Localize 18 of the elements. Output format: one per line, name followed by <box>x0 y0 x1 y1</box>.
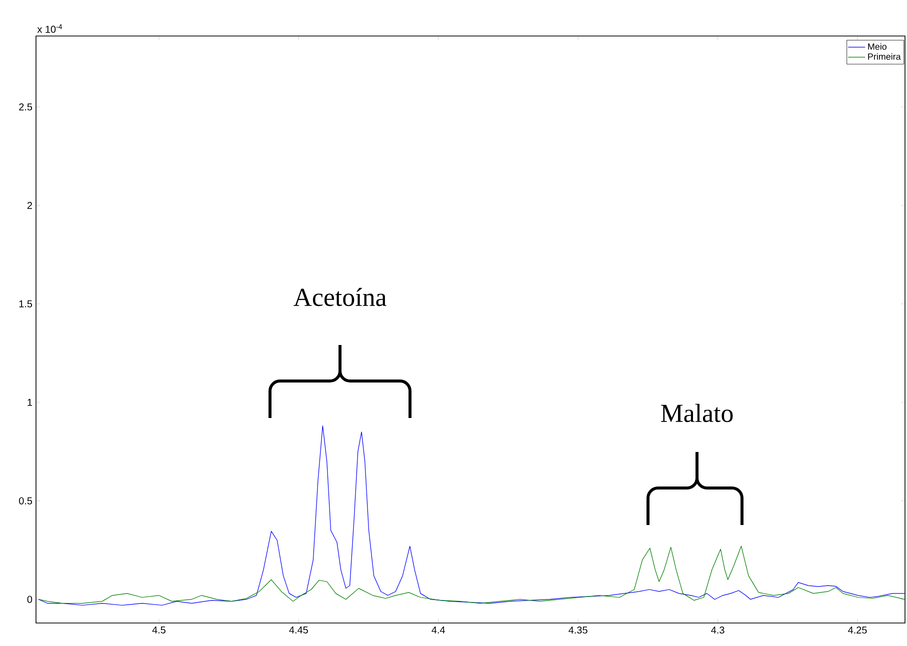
x-tick-label: 4.25 <box>848 626 867 634</box>
legend-label: Primeira <box>868 53 901 60</box>
y-tick-label: 0 <box>27 596 32 603</box>
line-series <box>38 426 905 606</box>
x-tick-label: 4.45 <box>289 626 308 634</box>
x-tick-label: 4.35 <box>568 626 588 634</box>
y-tick-label: 1.5 <box>19 300 32 308</box>
x-tick-label: 4.4 <box>432 626 445 634</box>
x-tick-label: 4.5 <box>152 626 166 634</box>
y-tick-label: 1 <box>28 398 32 406</box>
annotation: Malato <box>661 404 733 422</box>
annotation: Acetoína <box>294 288 386 306</box>
x-tick-label: 4.3 <box>711 626 724 634</box>
text: x 10$^{-4}$ <box>37 24 62 33</box>
y-tick-label: 2.5 <box>19 103 32 110</box>
y-tick-label: 2 <box>27 202 32 209</box>
y-tick-label: 0.5 <box>19 497 32 504</box>
legend-label: Meio <box>868 43 886 50</box>
